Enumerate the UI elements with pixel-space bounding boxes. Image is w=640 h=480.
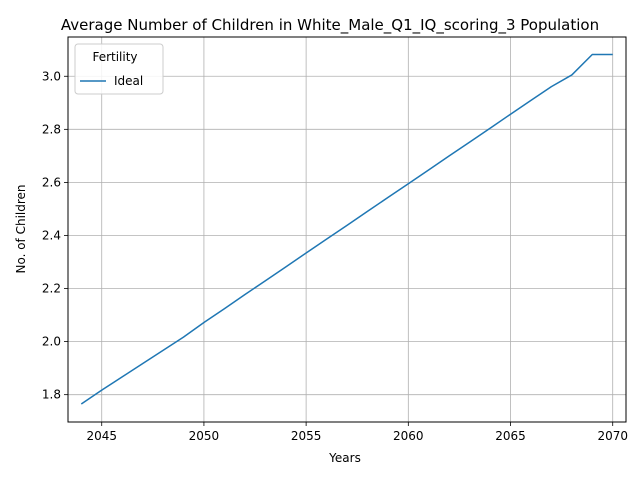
x-axis-label: Years [328,451,361,465]
axis-ticks: 2045 2050 2055 2060 2065 2070 1.8 2.0 2.2 2.4 2.6 2… [42,69,628,443]
y-tick-label: 3.0 [42,69,61,83]
chart-title: Average Number of Children in White_Male… [61,16,599,35]
x-tick-label: 2065 [495,429,526,443]
grid [68,37,626,422]
series-lines [80,53,613,405]
series-line-ideal [80,53,613,405]
y-tick-label: 2.4 [42,228,61,242]
y-tick-label: 2.8 [42,122,61,136]
x-tick-label: 2045 [86,429,117,443]
y-tick-label: 2.2 [42,282,61,296]
y-tick-label: 2.6 [42,175,61,189]
legend-label-ideal: Ideal [114,74,143,88]
plot-frame [67,36,627,423]
y-tick-label: 1.8 [42,388,61,402]
legend: Fertility Ideal [74,43,164,95]
x-tick-label: 2070 [597,429,628,443]
x-tick-label: 2055 [291,429,322,443]
y-tick-label: 2.0 [42,335,61,349]
x-tick-label: 2060 [393,429,424,443]
x-tick-label: 2050 [189,429,220,443]
y-axis-label: No. of Children [14,184,28,273]
legend-title: Fertility [92,50,137,64]
